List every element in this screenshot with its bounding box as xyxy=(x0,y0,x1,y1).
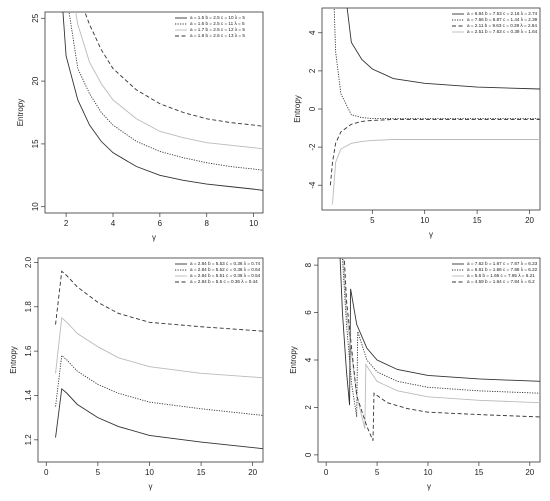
x-tick-label: 4 xyxy=(111,219,116,228)
series-line xyxy=(55,354,263,416)
y-tick-label: 1.8 xyxy=(24,301,33,313)
series-line xyxy=(346,8,540,90)
legend-label: a = 2.84 b = 5.5 c = 0.36 λ = 0.44 xyxy=(190,279,258,284)
legend-label: a = 2.84 b = 5.53 c = 0.36 λ = 0.74 xyxy=(190,261,261,266)
legend-label: a = 2.51 b = 7.63 c = 0.39 λ = 1.64 xyxy=(467,29,538,34)
x-tick-label: 5 xyxy=(375,468,380,477)
y-axis-label: Entropy xyxy=(9,346,18,374)
y-axis-label: Entropy xyxy=(16,99,25,127)
y-tick-label: -4 xyxy=(308,181,317,189)
panel: 0 5 10 15 20 0 2 4 6 8 γ Entropy a = 7.62 b = 1.67 c… xyxy=(289,257,541,491)
series-line xyxy=(343,258,540,441)
y-tick-label: 2 xyxy=(304,405,313,410)
x-axis-label: γ xyxy=(149,482,153,491)
legend-label: a = 1.7 b = 2.5 c = 12 λ = 5 xyxy=(190,27,245,32)
y-tick-label: 4 xyxy=(308,30,317,35)
panel: 5 10 15 20 -4 -2 0 2 4 γ Entropy a = 6.84 b = 7.53 … xyxy=(293,7,541,239)
x-tick-label: 2 xyxy=(64,219,69,228)
y-tick-label: 15 xyxy=(31,139,40,148)
series-line xyxy=(62,12,263,191)
y-tick-label: 8 xyxy=(304,262,313,267)
y-tick-label: 2 xyxy=(308,68,317,73)
panel: 0 5 10 15 20 1.2 1.4 1.6 1.8 2.0 γ Entropy a = 2.84 … xyxy=(9,256,264,491)
legend: a = 6.84 b = 7.53 c = 2.16 λ = 2.74a = 7… xyxy=(452,11,538,34)
series-line xyxy=(329,119,540,186)
x-axis-label: γ xyxy=(427,482,431,491)
legend-label: a = 4.59 b = 1.64 c = 7.84 λ = 6.2 xyxy=(467,279,535,284)
legend-label: a = 1.6 b = 2.5 c = 11 λ = 5 xyxy=(190,21,245,26)
x-tick-label: 15 xyxy=(473,216,482,225)
plot-frame xyxy=(321,7,541,211)
series-line xyxy=(68,12,263,171)
y-tick-label: 4 xyxy=(304,357,313,362)
y-tick-label: 1.6 xyxy=(24,345,33,357)
plot-frame xyxy=(37,257,264,463)
x-tick-label: 6 xyxy=(158,219,163,228)
x-axis-label: γ xyxy=(152,233,156,242)
legend: a = 7.62 b = 1.67 c = 7.87 λ = 6.23a = 6… xyxy=(452,261,538,284)
legend: a = 1.5 b = 2.5 c = 10 λ = 5a = 1.6 b = … xyxy=(175,15,245,38)
legend-label: a = 7.62 b = 1.67 c = 7.87 λ = 6.23 xyxy=(467,261,538,266)
series-line xyxy=(55,316,263,379)
x-tick-label: 10 xyxy=(420,216,429,225)
x-tick-label: 20 xyxy=(248,468,257,477)
panel: 2 4 6 8 10 10 15 20 25 γ Entropy a = 1.5 b = 2.5 c … xyxy=(16,11,264,242)
legend-label: a = 7.66 b = 6.87 c = 1.44 λ = 2.39 xyxy=(467,17,538,22)
x-tick-label: 15 xyxy=(197,468,206,477)
x-tick-label: 15 xyxy=(474,468,483,477)
x-tick-label: 0 xyxy=(44,468,49,477)
plot-frame xyxy=(44,11,264,214)
x-tick-label: 10 xyxy=(424,468,433,477)
y-tick-label: 0 xyxy=(304,452,313,457)
series-line xyxy=(341,258,540,417)
series-line xyxy=(75,12,263,150)
y-tick-label: 10 xyxy=(31,202,40,211)
x-tick-label: 0 xyxy=(324,468,329,477)
x-tick-label: 5 xyxy=(96,468,101,477)
y-tick-label: 6 xyxy=(304,310,313,315)
legend-label: a = 2.84 b = 5.51 c = 0.36 λ = 0.54 xyxy=(190,273,261,278)
legend-label: a = 6.84 b = 7.53 c = 2.16 λ = 2.74 xyxy=(467,11,538,16)
legend-label: a = 2.84 b = 5.52 c = 0.36 λ = 0.64 xyxy=(190,267,261,272)
legend-label: a = 5.6 b = 1.65 c = 7.85 λ = 6.21 xyxy=(467,273,535,278)
x-tick-label: 5 xyxy=(370,216,375,225)
series-line xyxy=(332,139,540,205)
y-tick-label: 0 xyxy=(308,106,317,111)
y-tick-label: -2 xyxy=(308,143,317,151)
y-tick-label: 20 xyxy=(31,76,40,85)
y-tick-label: 2.0 xyxy=(24,256,33,268)
plot-frame xyxy=(317,257,541,463)
y-axis-label: Entropy xyxy=(289,346,298,374)
x-axis-label: γ xyxy=(429,230,433,239)
x-tick-label: 8 xyxy=(205,219,210,228)
legend-label: a = 1.8 b = 2.5 c = 13 λ = 5 xyxy=(190,33,245,38)
y-tick-label: 1.4 xyxy=(24,389,33,401)
legend: a = 2.84 b = 5.53 c = 0.36 λ = 0.74a = 2… xyxy=(175,261,261,284)
series-line xyxy=(55,270,263,332)
x-tick-label: 20 xyxy=(525,216,534,225)
x-tick-label: 10 xyxy=(145,468,154,477)
x-tick-label: 10 xyxy=(249,219,258,228)
legend-label: a = 2.11 b = 9.63 c = 0.39 λ = 2.64 xyxy=(467,23,537,28)
series-line xyxy=(84,12,263,127)
x-tick-label: 20 xyxy=(525,468,534,477)
series-line xyxy=(339,258,540,406)
series-line xyxy=(342,258,540,429)
y-axis-label: Entropy xyxy=(293,95,302,123)
series-line xyxy=(333,8,540,119)
y-tick-label: 1.2 xyxy=(24,434,33,446)
legend-label: a = 1.5 b = 2.5 c = 10 λ = 5 xyxy=(190,15,245,20)
legend-label: a = 6.61 b = 1.66 c = 7.86 λ = 6.22 xyxy=(467,267,538,272)
y-tick-label: 25 xyxy=(31,13,40,22)
series-line xyxy=(55,387,263,450)
